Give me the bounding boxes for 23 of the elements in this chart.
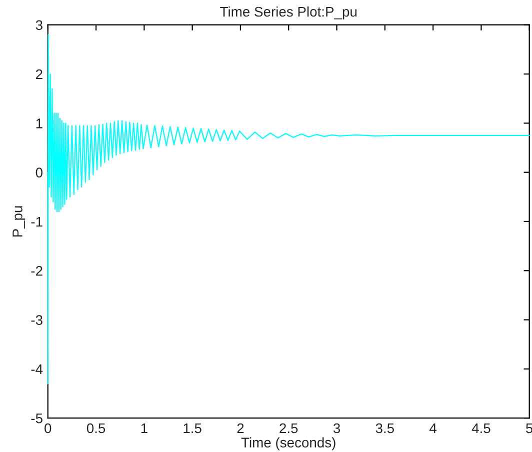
x-axis-title: Time (seconds) [241,437,336,450]
y-tick-label: 2 [36,69,42,80]
x-tick-label: 1.5 [184,423,202,434]
y-axis-title: P_pu [12,206,26,237]
y-tick-label: 3 [36,20,42,30]
x-tick-label: 4.5 [472,423,490,434]
x-tick-label: 2.5 [280,423,298,434]
line-series [47,34,530,384]
y-tick-label: 0 [36,168,42,178]
y-tick-label: 1 [36,118,42,128]
x-tick-label: 1 [141,423,148,434]
x-tick-label: 3.5 [376,423,394,434]
x-tick-label: 0.5 [86,423,106,434]
y-tick-label: -1 [31,216,42,227]
y-tick-label: -3 [31,315,42,325]
chart-title: Time Series Plot:P_pu [220,6,357,20]
x-tick-label: 0 [44,423,52,434]
y-tick-label: -4 [31,364,43,374]
x-tick-label: 3 [333,423,340,434]
x-tick-label: 4 [430,423,437,434]
x-tick-label: 2 [237,423,244,434]
y-tick-label: -5 [31,414,42,424]
y-tick-label: -2 [31,266,42,276]
